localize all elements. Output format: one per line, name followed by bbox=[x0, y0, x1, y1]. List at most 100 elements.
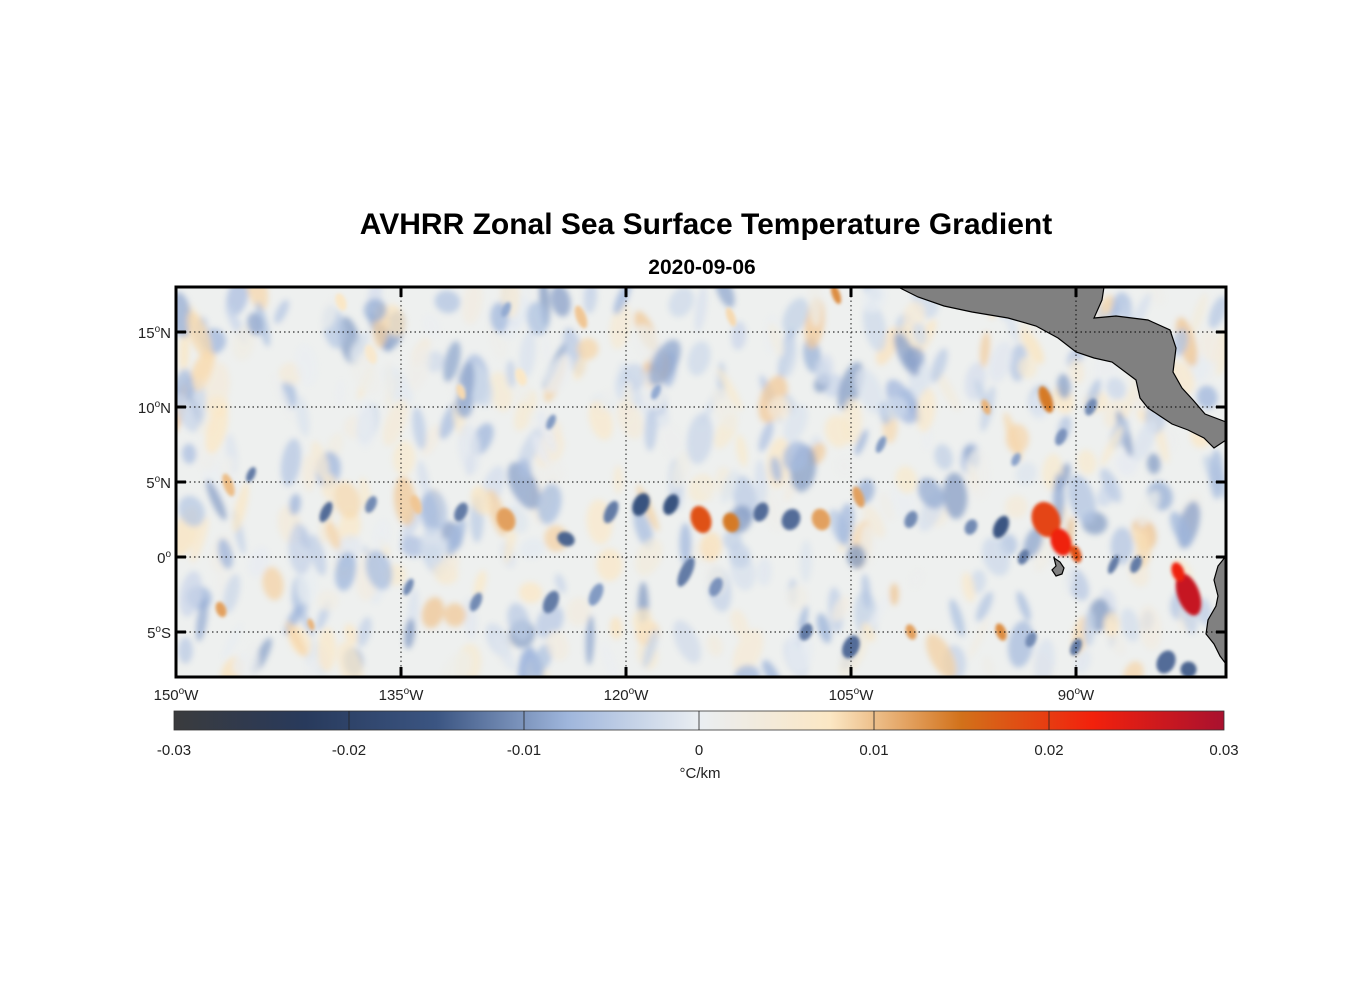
field-patch bbox=[333, 481, 361, 519]
field-patch bbox=[894, 332, 920, 376]
graticule bbox=[176, 287, 1226, 677]
field-feature bbox=[1180, 661, 1197, 677]
field-patch bbox=[1021, 330, 1045, 365]
field-patch bbox=[732, 629, 764, 676]
field-patch bbox=[912, 322, 927, 346]
field-patch bbox=[419, 527, 445, 568]
land-south-america bbox=[1205, 555, 1226, 665]
field-patch bbox=[248, 546, 270, 578]
field-patch bbox=[420, 492, 439, 536]
field-patch bbox=[735, 434, 748, 467]
colorbar-tick-label: -0.03 bbox=[157, 742, 191, 759]
field-patch bbox=[321, 297, 338, 330]
field-feature bbox=[307, 618, 315, 631]
field-patch bbox=[1083, 610, 1096, 647]
field-patch bbox=[783, 404, 808, 443]
field-patch bbox=[754, 459, 768, 508]
field-feature bbox=[496, 507, 516, 532]
field-feature bbox=[725, 307, 737, 327]
field-patch bbox=[961, 572, 976, 603]
field-patch bbox=[616, 399, 644, 439]
field-patch bbox=[519, 330, 536, 379]
field-patch bbox=[507, 462, 541, 510]
field-patch bbox=[816, 613, 832, 644]
field-feature bbox=[574, 305, 588, 329]
field-patch bbox=[864, 593, 891, 637]
field-feature bbox=[365, 344, 377, 365]
field-patch bbox=[979, 331, 991, 368]
field-patch bbox=[544, 354, 573, 393]
field-feature bbox=[319, 501, 333, 523]
field-patch bbox=[295, 344, 318, 386]
field-patch bbox=[384, 362, 394, 412]
field-patch bbox=[1205, 359, 1219, 383]
gradient-field-strong bbox=[215, 287, 1202, 677]
field-patch bbox=[304, 657, 319, 677]
field-patch bbox=[758, 421, 774, 452]
field-patch bbox=[541, 335, 551, 364]
field-patch bbox=[422, 313, 441, 338]
colorbar: -0.03 -0.02 -0.01 0 0.01 0.02 0.03 °C/km bbox=[157, 710, 1239, 782]
field-patch bbox=[302, 454, 316, 492]
field-patch bbox=[671, 450, 691, 489]
field-patch bbox=[541, 459, 565, 489]
field-patch bbox=[507, 603, 531, 640]
field-patch bbox=[1188, 292, 1208, 340]
land-galapagos bbox=[1051, 556, 1065, 577]
field-patch bbox=[462, 287, 483, 325]
field-patch bbox=[1116, 449, 1138, 477]
field-patch bbox=[731, 321, 747, 350]
field-patch bbox=[334, 551, 357, 591]
field-feature bbox=[964, 519, 978, 535]
field-patch bbox=[982, 656, 995, 677]
field-patch bbox=[882, 396, 908, 420]
field-patch bbox=[205, 405, 229, 454]
field-feature bbox=[335, 293, 347, 311]
field-patch bbox=[988, 341, 1013, 383]
field-patch bbox=[1100, 425, 1124, 467]
field-patch bbox=[1106, 377, 1126, 400]
field-feature bbox=[1055, 428, 1067, 446]
field-feature bbox=[632, 493, 650, 516]
field-patch bbox=[218, 456, 235, 478]
field-patch bbox=[933, 367, 961, 412]
field-patch bbox=[296, 564, 318, 605]
field-patch bbox=[633, 509, 654, 549]
colorbar-tick-label: 0 bbox=[695, 742, 703, 759]
latitude-tick-label: 0o bbox=[157, 549, 171, 567]
field-patch bbox=[1077, 449, 1097, 475]
field-feature bbox=[781, 508, 801, 531]
field-feature bbox=[246, 467, 256, 482]
field-feature bbox=[546, 414, 556, 430]
field-patch bbox=[1015, 462, 1037, 486]
field-patch bbox=[697, 476, 714, 501]
field-patch bbox=[1023, 527, 1044, 559]
field-patch bbox=[782, 441, 809, 473]
field-feature bbox=[875, 436, 887, 453]
field-patch bbox=[837, 503, 855, 544]
field-patch bbox=[178, 495, 205, 527]
field-patch bbox=[392, 440, 416, 476]
field-patch bbox=[573, 355, 587, 380]
field-patch bbox=[309, 534, 327, 576]
field-patch bbox=[799, 539, 813, 583]
field-patch bbox=[648, 339, 681, 386]
field-patch bbox=[280, 438, 302, 487]
field-feature bbox=[1175, 573, 1202, 616]
field-patch bbox=[222, 623, 243, 660]
field-patch bbox=[537, 483, 562, 525]
latitude-tick-label: 5oN bbox=[146, 474, 171, 492]
field-patch bbox=[554, 573, 567, 594]
field-patch bbox=[440, 650, 472, 677]
field-patch bbox=[520, 538, 545, 560]
map-panel: 150oW 135oW 120oW 105oW 90oW 15oN 10oN 5oN 0o 5o… bbox=[138, 285, 1228, 704]
field-patch bbox=[357, 616, 372, 647]
field-patch bbox=[934, 444, 953, 470]
field-patch bbox=[814, 359, 830, 386]
field-feature bbox=[454, 502, 468, 522]
field-patch bbox=[1016, 591, 1031, 622]
colorbar-label: °C/km bbox=[680, 765, 721, 782]
field-patch bbox=[434, 290, 461, 314]
field-patch bbox=[930, 348, 948, 383]
field-patch bbox=[519, 648, 544, 677]
